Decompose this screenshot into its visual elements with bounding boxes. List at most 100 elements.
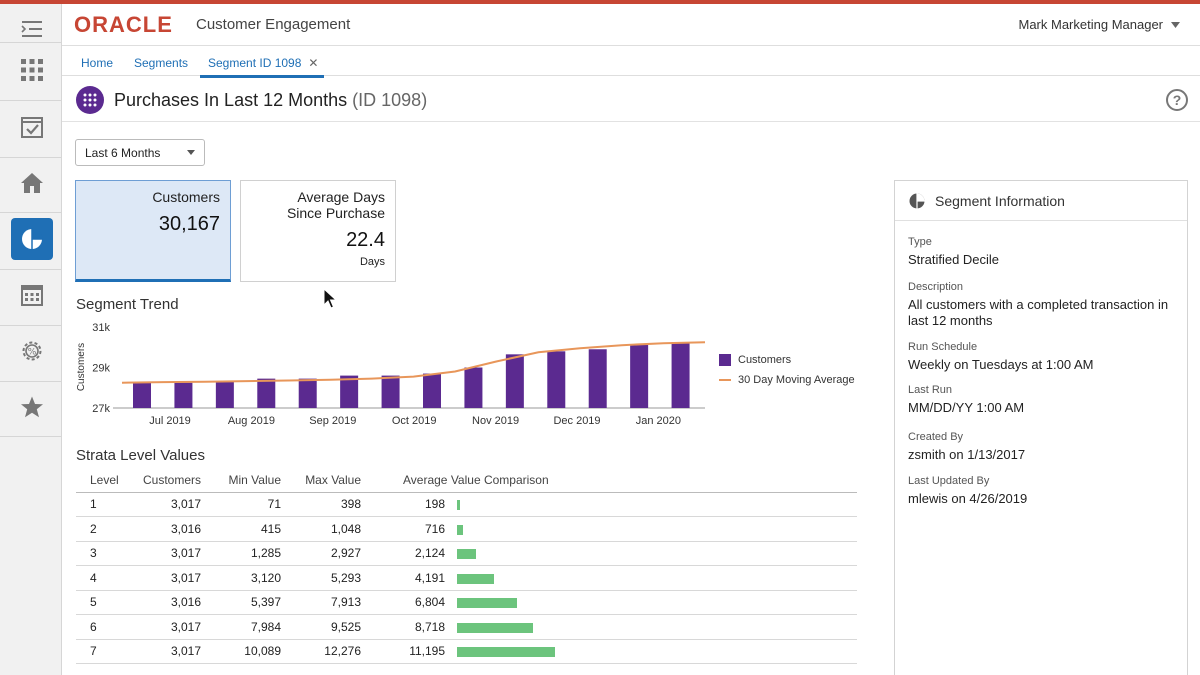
table-row[interactable]: 5 3,016 5,397 7,913 6,804: [76, 590, 857, 615]
apps-grid-icon[interactable]: [11, 49, 53, 91]
avg-value-cell: 8,718: [369, 614, 453, 640]
segment-trend-title: Segment Trend: [76, 296, 179, 313]
x-tick-label: Jan 2020: [636, 415, 681, 427]
level-cell: 2: [76, 516, 126, 542]
info-value: Weekly on Tuesdays at 1:00 AM: [908, 357, 1094, 372]
panel-title: Segment Information: [935, 192, 1065, 209]
max-value-cell: 7,913: [289, 590, 369, 615]
table-row[interactable]: 4 3,017 3,120 5,293 4,191: [76, 565, 857, 591]
level-cell: 7: [76, 639, 126, 664]
tab-segments[interactable]: Segments: [134, 56, 189, 70]
max-value-cell: 1,048: [289, 516, 369, 542]
segment-grid-icon: [76, 86, 104, 114]
rail-divider: [0, 212, 62, 213]
tab-bar: Home Segments Segment ID 1098 ✕: [62, 46, 1200, 78]
pie-chart-icon: [909, 192, 925, 209]
avg-days-card[interactable]: Average Days Since Purchase 22.4 Days: [240, 180, 396, 282]
legend-customers[interactable]: Customers: [719, 350, 855, 370]
legend-swatch: [719, 354, 731, 366]
oracle-logo[interactable]: ORACLE: [74, 12, 173, 37]
table-row[interactable]: 2 3,016 415 1,048 716: [76, 516, 857, 542]
customers-bar: [215, 381, 234, 408]
customers-bar: [340, 375, 359, 408]
avg-value-cell: 2,124: [369, 541, 453, 566]
menu-icon[interactable]: [11, 8, 53, 50]
time-range-select[interactable]: Last 6 Months: [75, 139, 205, 166]
info-label: Type: [908, 236, 932, 248]
rail-divider: [0, 100, 62, 101]
legend-moving-average[interactable]: 30 Day Moving Average: [719, 370, 855, 390]
min-value-cell: 5,397: [209, 590, 289, 615]
help-icon[interactable]: ?: [1166, 89, 1188, 111]
page-title-text: Purchases In Last 12 Months: [114, 90, 348, 110]
avg-value-cell: 198: [369, 492, 453, 517]
info-value: Stratified Decile: [908, 252, 1000, 267]
customers-cell: 3,017: [126, 639, 209, 664]
strata-title: Strata Level Values: [76, 447, 205, 464]
customers-bar: [464, 367, 483, 408]
table-row[interactable]: 6 3,017 7,984 9,525 8,718: [76, 614, 857, 640]
avg-comparison-bar: [457, 622, 534, 633]
rail-divider: [0, 436, 62, 437]
avg-value-cell: 11,195: [369, 639, 453, 664]
min-value-cell: 415: [209, 516, 289, 542]
info-label: Created By: [908, 431, 964, 443]
mouse-pointer-icon: [323, 288, 337, 309]
customers-card[interactable]: Customers 30,167: [75, 180, 231, 282]
page-title: Purchases In Last 12 Months (ID 1098): [114, 90, 427, 111]
table-row[interactable]: 1 3,017 71 398 198: [76, 492, 857, 517]
max-value-cell: 5,293: [289, 565, 369, 591]
time-range-value: Last 6 Months: [85, 146, 161, 160]
moving-average-line: [121, 341, 706, 384]
col-header-avg-comparison[interactable]: Average Value Comparison: [369, 468, 857, 493]
user-name: Mark Marketing Manager: [1018, 17, 1164, 32]
tasks-icon[interactable]: [11, 106, 53, 148]
info-label: Last Run: [908, 384, 953, 396]
calendar-icon[interactable]: [11, 274, 53, 316]
customers-cell: 3,017: [126, 541, 209, 566]
info-last-run: Last Run MM/DD/YY 1:00 AM: [908, 384, 1178, 416]
avg-comparison-bar: [457, 500, 460, 511]
customers-bar: [505, 354, 524, 408]
page-header: Purchases In Last 12 Months (ID 1098) ?: [62, 76, 1200, 122]
table-row[interactable]: 3 3,017 1,285 2,927 2,124: [76, 541, 857, 566]
legend-label: 30 Day Moving Average: [738, 374, 855, 386]
x-tick-label: Dec 2019: [553, 415, 600, 427]
card-title-line1: Average Days: [297, 189, 385, 205]
tab-home[interactable]: Home: [81, 56, 114, 70]
segments-pie-icon[interactable]: [11, 218, 53, 260]
table-row[interactable]: 7 3,017 10,089 12,276 11,195: [76, 639, 857, 664]
settings-gear-icon[interactable]: %: [11, 330, 53, 372]
page-id: (ID 1098): [352, 90, 428, 110]
user-menu[interactable]: Mark Marketing Manager: [1018, 17, 1180, 32]
avg-comparison-cell: [453, 541, 857, 566]
caret-down-icon: [187, 150, 195, 155]
app-header: ORACLE Customer Engagement Mark Marketin…: [62, 4, 1200, 46]
col-header-customers[interactable]: Customers: [126, 468, 209, 493]
min-value-cell: 10,089: [209, 639, 289, 664]
avg-comparison-bar: [457, 573, 494, 584]
x-tick-label: Aug 2019: [228, 415, 275, 427]
info-created-by: Created By zsmith on 1/13/2017: [908, 431, 1178, 463]
close-icon[interactable]: ✕: [308, 56, 319, 70]
customers-bar: [298, 378, 317, 408]
app-title: Customer Engagement: [196, 16, 351, 33]
customers-bar: [588, 349, 607, 408]
x-tick-label: Sep 2019: [309, 415, 356, 427]
level-cell: 5: [76, 590, 126, 615]
favorites-star-icon[interactable]: [11, 386, 53, 428]
tab-segment-1098[interactable]: Segment ID 1098 ✕: [200, 56, 325, 78]
max-value-cell: 2,927: [289, 541, 369, 566]
table-header-row: Level Customers Min Value Max Value Aver…: [76, 468, 857, 493]
col-header-max[interactable]: Max Value: [289, 468, 369, 493]
home-icon[interactable]: [11, 162, 53, 204]
customers-bar: [133, 382, 151, 408]
col-header-level[interactable]: Level: [76, 468, 126, 493]
avg-comparison-bar: [457, 524, 464, 535]
avg-comparison-cell: [453, 516, 857, 542]
min-value-cell: 1,285: [209, 541, 289, 566]
panel-header: Segment Information: [895, 181, 1187, 221]
customers-cell: 3,017: [126, 492, 209, 517]
col-header-min[interactable]: Min Value: [209, 468, 289, 493]
x-tick-label: Oct 2019: [392, 415, 437, 427]
